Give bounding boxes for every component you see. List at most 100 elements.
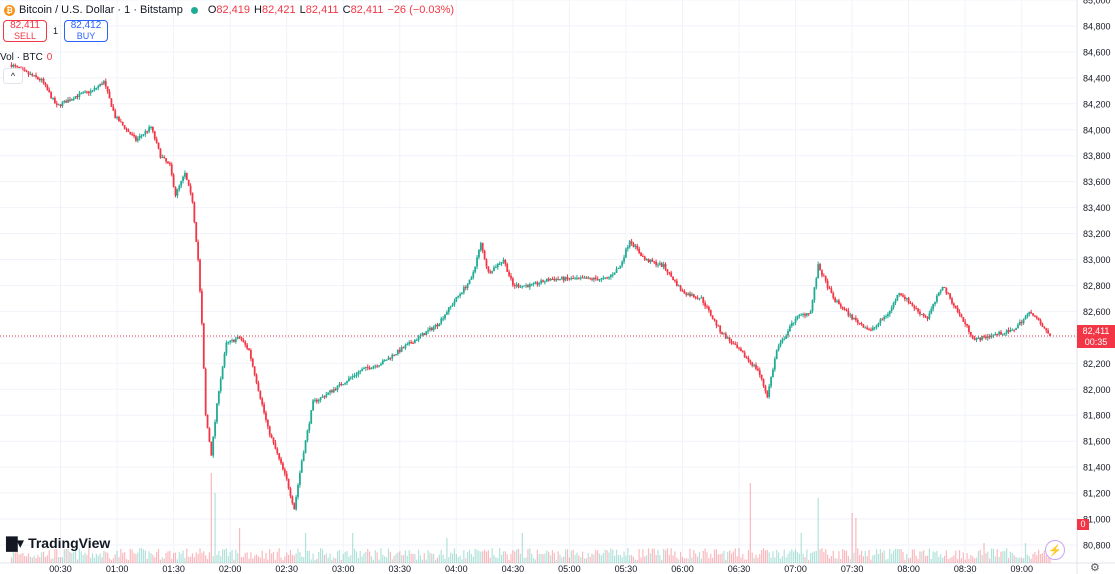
gear-icon[interactable]: ⚙ bbox=[1090, 562, 1100, 574]
candle-body bbox=[508, 271, 510, 276]
volume-bar bbox=[602, 552, 604, 563]
volume-bar bbox=[182, 550, 184, 563]
volume-bar bbox=[101, 557, 103, 563]
volume-bar bbox=[683, 558, 685, 563]
volume-bar bbox=[384, 556, 386, 563]
volume-bar bbox=[346, 550, 348, 563]
volume-bar bbox=[95, 553, 97, 563]
candle-body bbox=[50, 92, 53, 99]
candle-body bbox=[1007, 330, 1010, 332]
volume-bar bbox=[870, 559, 872, 563]
candle-body bbox=[227, 342, 230, 344]
candle-body bbox=[219, 378, 222, 392]
volume-bar bbox=[306, 550, 309, 563]
volume-bar bbox=[453, 548, 456, 563]
volume-bar bbox=[661, 559, 663, 563]
volume-bar bbox=[930, 558, 932, 563]
candle-body bbox=[248, 348, 250, 351]
volume-bar bbox=[382, 554, 384, 563]
buy-label: BUY bbox=[76, 31, 96, 41]
volume-bar bbox=[434, 559, 437, 563]
candle-body bbox=[478, 250, 480, 258]
volume-bar bbox=[237, 553, 239, 563]
volume-bar bbox=[425, 559, 427, 563]
candle-body bbox=[1045, 328, 1048, 331]
candle-body bbox=[747, 358, 750, 361]
candle-body bbox=[828, 288, 831, 290]
volume-bar bbox=[636, 559, 638, 563]
volume-bar bbox=[874, 554, 876, 563]
candle-body bbox=[233, 339, 235, 342]
candle-body bbox=[854, 317, 857, 320]
candle-body bbox=[922, 314, 925, 317]
volume-bar bbox=[996, 549, 998, 563]
volume-label[interactable]: Vol · BTC bbox=[0, 52, 43, 63]
candle-body bbox=[355, 374, 358, 376]
volume-bar bbox=[864, 550, 866, 563]
candle-body bbox=[417, 336, 420, 340]
volume-bar bbox=[983, 543, 985, 563]
volume-bar bbox=[921, 551, 923, 563]
lightning-icon[interactable]: ⚡ bbox=[1045, 540, 1065, 560]
volume-bar bbox=[957, 559, 959, 563]
volume-bar bbox=[316, 558, 318, 563]
volume-bar bbox=[913, 549, 915, 563]
volume-bar bbox=[54, 548, 56, 563]
candle-body bbox=[48, 89, 51, 93]
volume-bar bbox=[301, 556, 303, 563]
collapse-legend-button[interactable]: ^ bbox=[3, 68, 23, 84]
volume-bar bbox=[649, 553, 652, 563]
buy-button[interactable]: 82,412 BUY bbox=[64, 20, 108, 42]
volume-bar bbox=[159, 559, 162, 563]
volume-bar bbox=[768, 552, 770, 563]
candle-body bbox=[919, 311, 921, 315]
volume-bar bbox=[570, 550, 572, 563]
tradingview-logo[interactable]: ▇▾ TradingView bbox=[6, 534, 110, 552]
candle-body bbox=[93, 88, 96, 91]
candle-body bbox=[504, 260, 507, 265]
volume-bar bbox=[1024, 543, 1027, 563]
volume-bar bbox=[900, 549, 902, 563]
volume-bar bbox=[794, 549, 797, 563]
volume-bar bbox=[122, 552, 124, 563]
y-tick-label: 81,600 bbox=[1083, 437, 1111, 447]
candle-body bbox=[413, 340, 416, 344]
symbol-title[interactable]: Bitcoin / U.S. Dollar · 1 · Bitstamp bbox=[19, 4, 183, 16]
volume-bar bbox=[1028, 556, 1030, 563]
candle-body bbox=[89, 90, 92, 94]
volume-bar bbox=[553, 552, 555, 563]
candle-body bbox=[151, 127, 154, 132]
candle-body bbox=[853, 317, 855, 320]
volume-bar bbox=[429, 552, 431, 563]
candle-body bbox=[479, 243, 482, 251]
candle-body bbox=[606, 277, 608, 279]
candle-body bbox=[200, 291, 203, 324]
candle-body bbox=[1022, 319, 1025, 324]
y-tick-label: 84,200 bbox=[1083, 99, 1111, 109]
candle-body bbox=[773, 358, 776, 370]
candle-body bbox=[721, 332, 723, 334]
volume-bar bbox=[125, 559, 128, 563]
candle-body bbox=[625, 248, 627, 258]
sell-button[interactable]: 82,411 SELL bbox=[3, 20, 47, 42]
volume-bar bbox=[787, 553, 789, 563]
candle-body bbox=[340, 383, 343, 385]
volume-bar bbox=[127, 559, 129, 563]
candle-body bbox=[905, 298, 908, 300]
volume-bar bbox=[459, 555, 461, 563]
volume-bar bbox=[757, 557, 759, 563]
candle-body bbox=[176, 189, 179, 196]
candle-body bbox=[660, 263, 663, 267]
volume-bar bbox=[189, 556, 192, 563]
candle-body bbox=[1000, 331, 1002, 335]
volume-bar bbox=[463, 549, 465, 563]
candle-body bbox=[314, 399, 316, 401]
volume-bar bbox=[843, 550, 846, 563]
volume-bar bbox=[804, 557, 806, 563]
volume-bar bbox=[304, 533, 307, 563]
candle-body bbox=[283, 469, 286, 474]
volume-bar bbox=[713, 549, 716, 563]
volume-bar bbox=[56, 549, 58, 563]
candle-body bbox=[966, 323, 968, 326]
